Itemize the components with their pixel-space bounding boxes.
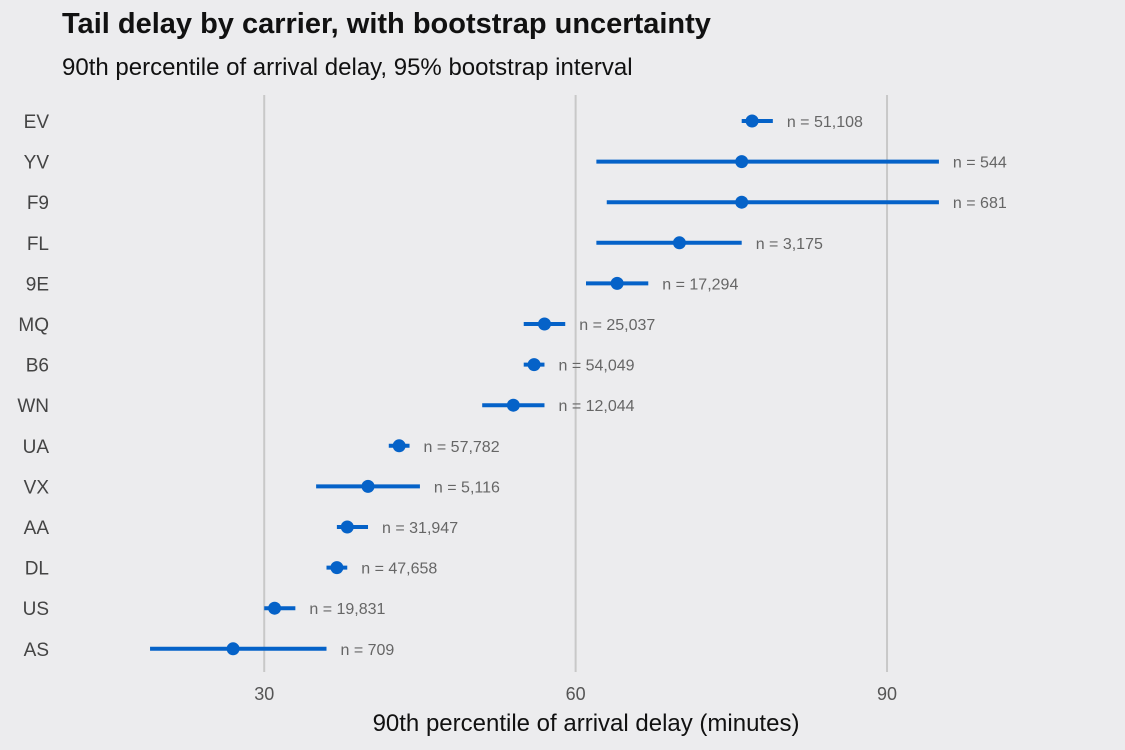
n-label-us: n = 19,831 [309,601,385,618]
chart-title: Tail delay by carrier, with bootstrap un… [62,8,711,40]
n-label-mq: n = 25,037 [579,317,655,334]
y-tick-label-wn: WN [17,396,49,417]
point-ua [392,439,406,453]
point-aa [340,520,354,534]
y-tick-label-aa: AA [24,518,50,539]
y-tick-label-f9: F9 [27,193,49,214]
y-tick-label-b6: B6 [26,356,49,377]
x-tick-label: 60 [566,684,586,704]
y-tick-label-fl: FL [27,234,49,255]
point-layer [226,114,759,656]
n-label-wn: n = 12,044 [558,398,634,415]
n-label-b6: n = 54,049 [558,358,634,375]
n-label-ua: n = 57,782 [424,439,500,456]
x-tick-label: 90 [877,684,897,704]
y-tick-labels: EV YV F9 FL 9E MQ B6 WN UA VX AA DL US AS [17,112,49,661]
point-fl [672,236,686,250]
n-label-fl: n = 3,175 [756,236,823,253]
n-label-layer: n = 51,108 n = 544 n = 681 n = 3,175 n = 17,… [309,114,1006,659]
point-f9 [735,195,749,209]
n-label-as: n = 709 [341,642,395,659]
n-label-9e: n = 17,294 [662,276,738,293]
point-vx [361,479,375,493]
point-yv [735,155,749,169]
y-tick-label-vx: VX [24,477,50,498]
point-wn [506,398,520,412]
point-us [268,601,282,615]
y-tick-label-ua: UA [23,437,50,458]
n-label-ev: n = 51,108 [787,114,863,131]
y-tick-label-as: AS [24,640,49,661]
y-tick-label-9e: 9E [26,274,49,295]
chart-subtitle: 90th percentile of arrival delay, 95% bo… [62,54,633,81]
x-tick-label: 30 [254,684,274,704]
point-dl [330,561,344,575]
y-tick-label-us: US [23,599,49,620]
n-label-dl: n = 47,658 [361,561,437,578]
y-tick-label-yv: YV [24,153,50,174]
y-tick-label-ev: EV [24,112,50,133]
interval-layer [150,119,939,651]
point-b6 [527,358,541,372]
x-axis-label: 90th percentile of arrival delay (minute… [373,710,800,737]
x-tick-labels: 30 60 90 [254,684,897,704]
point-ev [745,114,759,128]
n-label-vx: n = 5,116 [434,479,500,496]
point-as [226,642,240,656]
n-label-yv: n = 544 [953,155,1007,172]
point-mq [537,317,551,331]
n-label-aa: n = 31,947 [382,520,458,537]
point-9e [610,276,624,290]
y-tick-label-dl: DL [25,559,49,580]
grid-layer [263,95,889,672]
n-label-f9: n = 681 [953,195,1007,212]
y-tick-label-mq: MQ [18,315,49,336]
